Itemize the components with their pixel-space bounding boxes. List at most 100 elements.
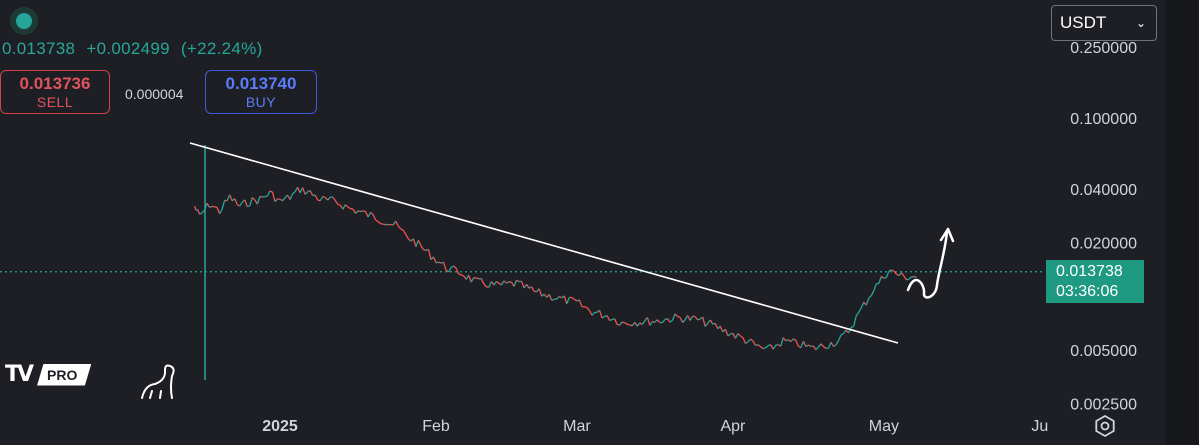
price-segment — [664, 317, 668, 321]
price-segment — [689, 315, 694, 321]
price-segment — [269, 190, 273, 193]
price-segment — [641, 320, 646, 325]
price-segment — [893, 270, 897, 275]
price-segment — [765, 345, 769, 349]
price-segment — [843, 329, 847, 334]
price-segment — [423, 249, 427, 252]
price-segment — [747, 338, 751, 343]
price-segment — [301, 187, 306, 195]
price-segment — [520, 281, 525, 289]
price-segment — [294, 186, 299, 193]
price-segment — [372, 214, 377, 221]
price-segment — [563, 295, 568, 304]
price-segment — [682, 319, 686, 323]
pro-badge: PRO — [37, 363, 92, 386]
price-segment — [380, 222, 384, 225]
price-segment — [752, 340, 757, 346]
price-segment — [327, 196, 331, 201]
price-segment — [896, 273, 900, 277]
price-segment — [314, 194, 319, 201]
price-segment — [274, 198, 278, 203]
tradingview-logo: TV PRO — [5, 362, 92, 387]
currency-select[interactable]: USDT ⌄ — [1051, 5, 1157, 41]
last-price: 0.013738 — [2, 39, 76, 58]
dinosaur-icon — [141, 364, 175, 399]
price-segment — [307, 190, 311, 193]
price-segment — [556, 295, 560, 300]
price-segment — [364, 211, 369, 218]
price-segment — [533, 290, 537, 293]
price-segment — [503, 280, 507, 284]
price-segment — [742, 337, 747, 344]
y-tick-label: 0.040000 — [1070, 182, 1137, 199]
price-segment — [622, 321, 625, 324]
settings-icon[interactable] — [1093, 414, 1117, 438]
price-segment — [855, 311, 860, 317]
price-segment — [513, 279, 518, 287]
price-segment — [342, 204, 346, 210]
price-segment — [432, 256, 437, 263]
price-segment — [543, 293, 548, 298]
price-segment — [614, 318, 618, 325]
x-tick-label: Mar — [563, 418, 591, 435]
buy-button[interactable]: 0.013740 BUY — [205, 70, 317, 114]
price-segment — [438, 261, 442, 264]
sell-button[interactable]: 0.013736 SELL — [0, 70, 110, 114]
price-segment — [297, 186, 301, 194]
sell-price: 0.013736 — [19, 73, 91, 93]
price-segment — [770, 344, 774, 350]
price-segment — [281, 197, 286, 202]
price-segment — [732, 333, 736, 339]
price-segment — [737, 333, 741, 337]
price-segment — [352, 208, 357, 214]
price-segment — [850, 325, 854, 329]
trendline — [189, 142, 899, 344]
price-segment — [234, 198, 238, 205]
price-segment — [684, 315, 689, 321]
price-segment — [395, 220, 399, 227]
price-segment — [362, 210, 366, 213]
price-segment — [490, 281, 495, 286]
price-segment — [397, 225, 402, 230]
price-segment — [865, 297, 870, 306]
price-segment — [702, 316, 706, 327]
price-segment — [838, 334, 842, 341]
price-segment — [193, 205, 197, 211]
price-segment — [793, 338, 797, 341]
price-segment — [787, 339, 792, 343]
price-segment — [679, 317, 684, 323]
price-segment — [347, 206, 351, 210]
price-segment — [569, 296, 573, 299]
price-segment — [256, 196, 261, 205]
price-segment — [586, 307, 590, 312]
price-segment — [671, 313, 676, 321]
x-tick-label: Feb — [422, 418, 450, 435]
price-segment — [662, 319, 666, 323]
price-segment — [339, 204, 344, 210]
price-segment — [627, 323, 630, 326]
price-segment — [880, 275, 885, 279]
price-segment — [450, 265, 454, 268]
price-segment — [442, 261, 447, 271]
price-segment — [332, 196, 336, 202]
price-segment — [878, 276, 883, 284]
price-segment — [402, 229, 407, 235]
price-segment — [694, 316, 699, 321]
price-segment — [249, 197, 253, 206]
price-segment — [199, 212, 203, 215]
price-segment — [367, 212, 372, 218]
price-segment — [772, 344, 777, 350]
price-segment — [745, 341, 749, 345]
price-segment — [646, 317, 651, 326]
price-segment — [712, 322, 716, 325]
price-segment — [400, 228, 404, 231]
price-segment — [460, 274, 464, 277]
price-segment — [707, 319, 711, 324]
price-segment — [606, 315, 611, 321]
price-segment — [420, 245, 424, 251]
price-segment — [714, 323, 719, 330]
arrow-drawing — [906, 230, 949, 299]
price-segment — [782, 337, 787, 342]
price-segment — [692, 315, 696, 318]
